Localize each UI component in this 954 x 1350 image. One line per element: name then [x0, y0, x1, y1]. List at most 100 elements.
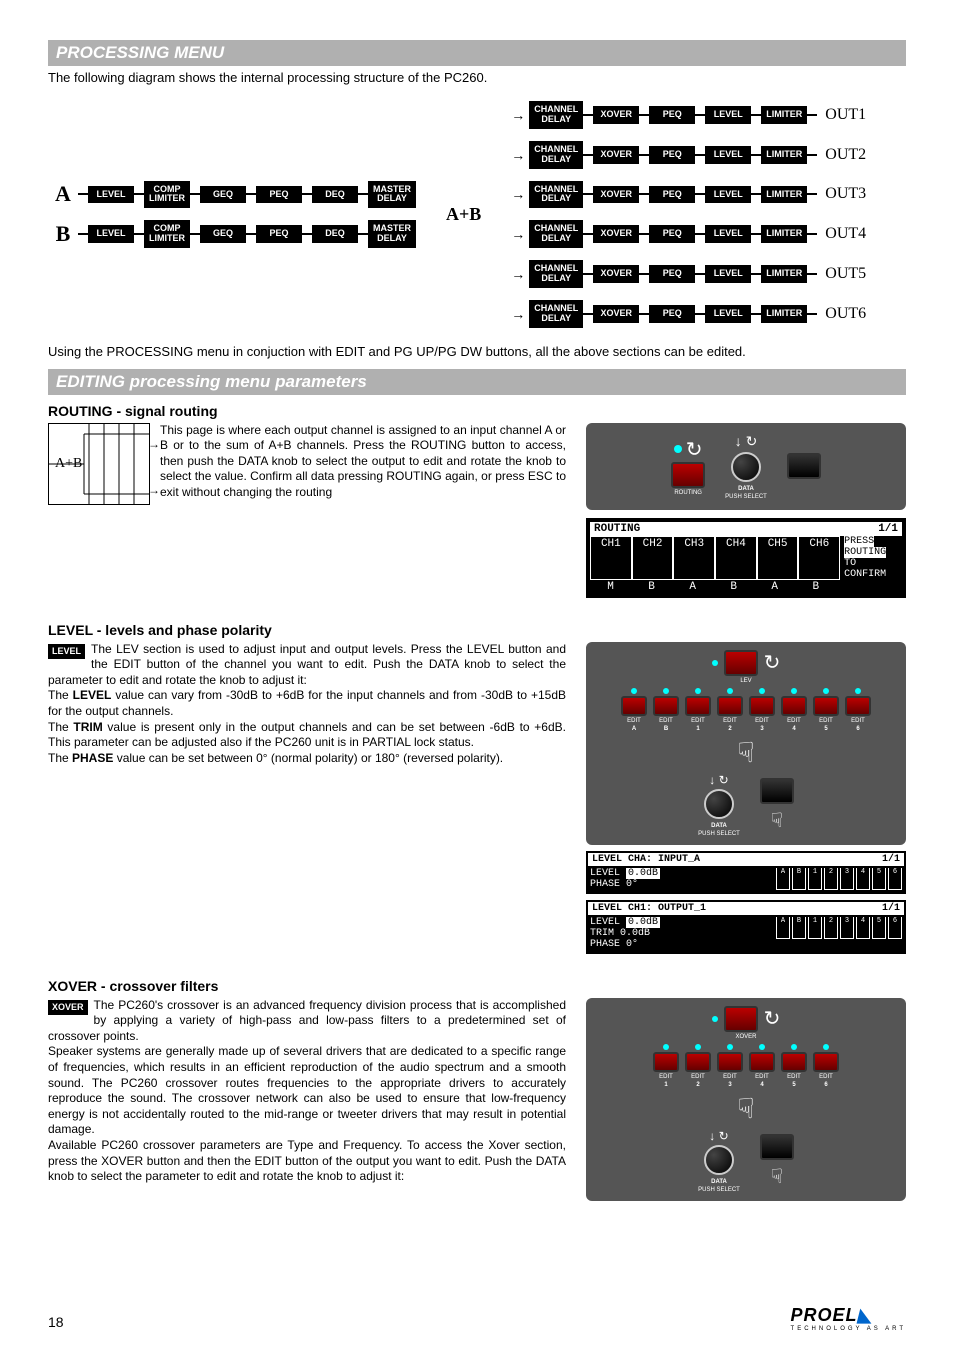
lcd-col-header: CH1 [590, 536, 632, 580]
chain-block: LIMITER [761, 186, 807, 204]
level-text4-pre: The [48, 751, 72, 765]
edit-button[interactable] [653, 1052, 679, 1072]
lcd-col-header: CH6 [798, 536, 840, 580]
output-label: OUT1 [825, 106, 866, 124]
chain-block: MASTER DELAY [368, 220, 416, 248]
chain-block: LIMITER [761, 265, 807, 283]
output-label: OUT5 [825, 265, 866, 283]
edit-button[interactable] [749, 1052, 775, 1072]
chain-block: PEQ [649, 225, 695, 243]
output-chain-row: →CHANNEL DELAYXOVERPEQLEVELLIMITEROUT5 [511, 260, 866, 288]
edit-button[interactable] [653, 696, 679, 716]
input-label: B [48, 221, 78, 247]
chain-block: COMP LIMITER [144, 220, 190, 248]
lev-button[interactable] [724, 650, 758, 676]
edit-button[interactable] [781, 1052, 807, 1072]
lcd-meter: 3 [840, 917, 854, 939]
chain-block: LEVEL [705, 225, 751, 243]
lcd-col-header: CH2 [632, 536, 674, 580]
level-text3-pre: The [48, 720, 73, 734]
level-heading: LEVEL - levels and phase polarity [48, 622, 906, 638]
level-data-knob[interactable] [704, 789, 734, 819]
edit-button[interactable] [845, 696, 871, 716]
lcd-val: A [754, 581, 795, 593]
input-chain-row: BLEVELCOMP LIMITERGEQPEQDEQMASTER DELAY [48, 220, 416, 248]
chain-block: PEQ [256, 225, 302, 243]
routing-button[interactable] [671, 462, 705, 488]
edit-button[interactable] [813, 696, 839, 716]
edit-button[interactable] [781, 696, 807, 716]
data-knob-label: DATA [738, 486, 754, 492]
routing-btn-label: ROUTING [674, 490, 702, 496]
xover-tag: XOVER [48, 1000, 88, 1016]
processing-intro: The following diagram shows the internal… [48, 70, 906, 85]
edit-channel-item: EDIT4 [749, 1044, 775, 1088]
level-lcd-out-title: LEVEL CH1: OUTPUT_1 [592, 903, 706, 914]
processing-footer: Using the PROCESSING menu in conjuction … [48, 344, 906, 359]
edit-channel-item: EDIT2 [685, 1044, 711, 1088]
chain-block: XOVER [593, 146, 639, 164]
level-lcd-in-page: 1/1 [882, 854, 900, 865]
chain-block: DEQ [312, 225, 358, 243]
chain-block: LIMITER [761, 225, 807, 243]
chain-block: LEVEL [88, 225, 134, 243]
level-data-label: DATA [711, 823, 727, 829]
lcd-col-header: CH5 [757, 536, 799, 580]
chain-block: LEVEL [705, 305, 751, 323]
routing-chart-label: A+B [55, 456, 82, 472]
chain-block: LEVEL [705, 265, 751, 283]
lcd-meter: 6 [888, 917, 902, 939]
chain-block: XOVER [593, 106, 639, 124]
chain-block: LIMITER [761, 106, 807, 124]
chain-block: XOVER [593, 225, 639, 243]
xover-text3: Available PC260 crossover parameters are… [48, 1138, 566, 1185]
edit-channel-item: EDIT6 [845, 688, 871, 732]
level-text2-post: value can vary from -30dB to +6dB for th… [48, 688, 566, 718]
lcd-meter: 5 [872, 868, 886, 890]
chain-block: GEQ [200, 186, 246, 204]
xover-data-label: DATA [711, 1179, 727, 1185]
brand-logo: PROEL◣ TECHNOLOGY AS ART [791, 1305, 906, 1332]
level-text2-b: LEVEL [73, 688, 112, 702]
edit-button[interactable] [685, 1052, 711, 1072]
edit-button[interactable] [813, 1052, 839, 1072]
edit-channel-item: EDIT2 [717, 688, 743, 732]
edit-button[interactable] [685, 696, 711, 716]
edit-button[interactable] [717, 696, 743, 716]
level-push-button[interactable] [760, 778, 794, 804]
chain-block: DEQ [312, 186, 358, 204]
output-chain-row: →CHANNEL DELAYXOVERPEQLEVELLIMITEROUT4 [511, 220, 866, 248]
lcd-meter: 1 [808, 868, 822, 890]
chain-block: CHANNEL DELAY [529, 141, 583, 169]
routing-lcd-page: 1/1 [878, 523, 898, 535]
edit-channel-item: EDIT3 [717, 1044, 743, 1088]
xover-push-button[interactable] [760, 1134, 794, 1160]
routing-lcd: ROUTING 1/1 CH1CH2CH3CH4CH5CH6PRESS ROUT… [586, 518, 906, 598]
signal-flow-diagram: ALEVELCOMP LIMITERGEQPEQDEQMASTER DELAYB… [48, 95, 906, 334]
chain-block: PEQ [256, 186, 302, 204]
edit-button[interactable] [717, 1052, 743, 1072]
lcd-col-header: CH3 [673, 536, 715, 580]
lcd-meter: 5 [872, 917, 886, 939]
edit-button[interactable] [621, 696, 647, 716]
hand-icon: ☟ [598, 736, 894, 769]
level-text3-b: TRIM [73, 720, 102, 734]
xover-text1: The PC260's crossover is an advanced fre… [48, 998, 566, 1043]
level-lcd-input: LEVEL CHA: INPUT_A 1/1 LEVEL 0.0dB PHASE… [586, 851, 906, 894]
chain-block: LEVEL [705, 186, 751, 204]
chain-block: CHANNEL DELAY [529, 300, 583, 328]
xover-panel: ↻ XOVER EDIT1EDIT2EDIT3EDIT4EDIT5EDIT6 ☟… [586, 998, 906, 1201]
chain-block: PEQ [649, 265, 695, 283]
edit-button[interactable] [749, 696, 775, 716]
xover-button[interactable] [724, 1006, 758, 1032]
routing-mini-chart: A+B [48, 423, 150, 505]
level-text4-post: value can be set between 0° (normal pola… [113, 751, 503, 765]
lcd-meter: 1 [808, 917, 822, 939]
xover-data-knob[interactable] [704, 1145, 734, 1175]
lcd-meter: 2 [824, 868, 838, 890]
push-button[interactable] [787, 453, 821, 479]
data-knob[interactable] [731, 452, 761, 482]
lcd-out-line2: TRIM 0.0dB [590, 928, 768, 939]
output-label: OUT4 [825, 225, 866, 243]
level-data-sublabel: PUSH SELECT [698, 831, 740, 837]
